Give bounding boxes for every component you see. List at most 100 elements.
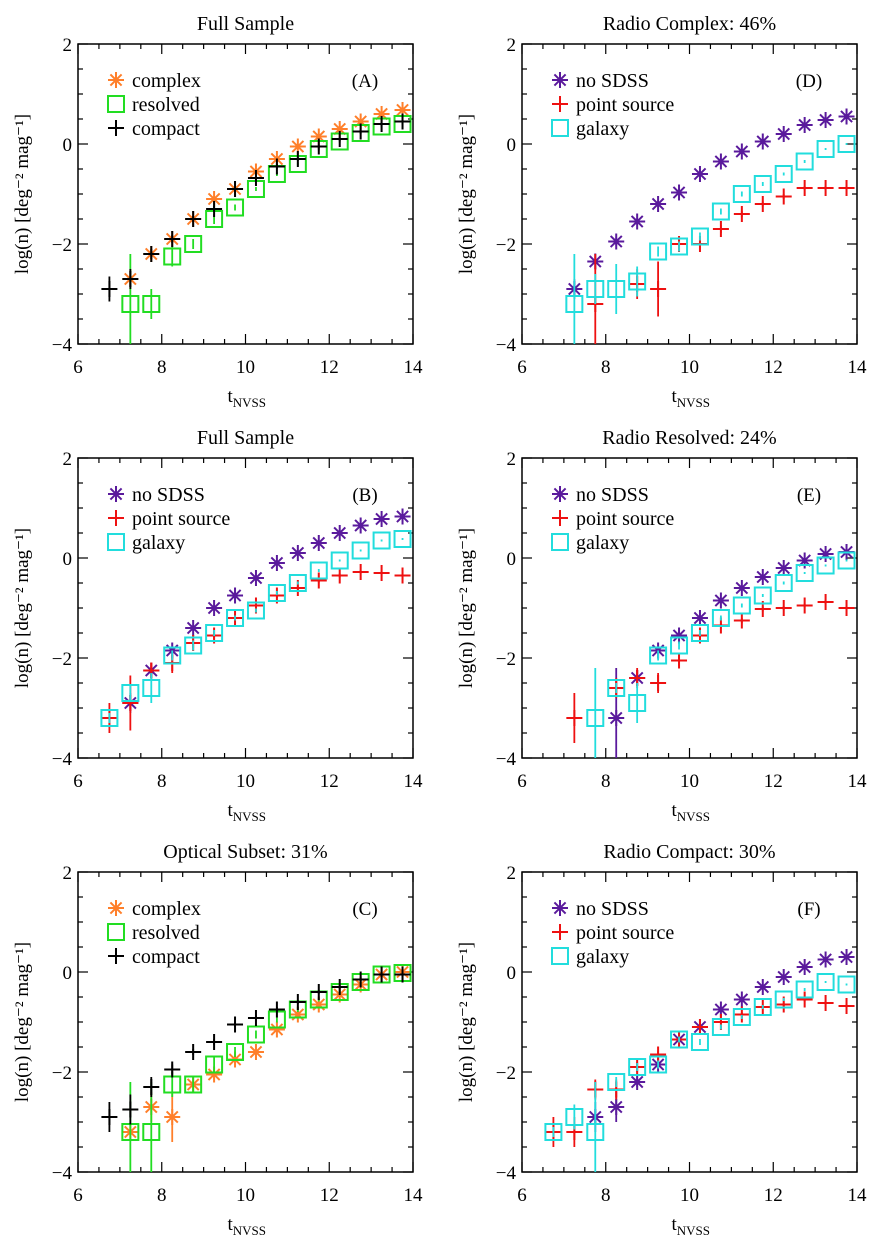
data-point [268, 158, 285, 175]
data-point [607, 679, 626, 697]
data-point [817, 112, 834, 128]
data-point [650, 675, 667, 691]
data-point [670, 237, 689, 256]
data-point [817, 180, 834, 196]
data-point [753, 998, 772, 1016]
data-point [607, 1073, 626, 1091]
data-point [184, 636, 203, 655]
data-point [394, 966, 411, 983]
data-point [393, 530, 412, 548]
x-axis-label-main: t [228, 800, 234, 821]
y-tick-label: −2 [496, 649, 516, 670]
data-layer [544, 949, 856, 1172]
data-point [310, 572, 327, 589]
x-tick-label: 6 [73, 357, 83, 378]
panel-label: (F) [797, 899, 820, 920]
data-point [586, 280, 605, 298]
series-no-sdss [608, 544, 855, 758]
data-point [373, 106, 390, 122]
data-point [227, 587, 244, 604]
x-tick-label: 14 [848, 771, 868, 792]
data-point [309, 561, 328, 580]
data-point [206, 201, 223, 217]
data-point [372, 531, 391, 550]
data-point [268, 555, 285, 571]
x-axis-label-main: t [228, 1214, 234, 1235]
x-axis-label: tNVSS [228, 386, 267, 410]
data-point [774, 165, 793, 183]
data-point [816, 556, 835, 575]
legend-label: galaxy [132, 532, 185, 554]
data-point [206, 1066, 223, 1083]
panel-a: Full Sample 6 8 10 12 14 −4 −2 0 2 tNVSS log(n) [de… [12, 13, 423, 410]
legend-marker [107, 95, 125, 113]
panel-label: (B) [352, 485, 377, 506]
data-point [712, 221, 729, 237]
data-point [268, 1021, 285, 1038]
data-point [352, 971, 369, 988]
data-point [184, 235, 203, 253]
y-tick-label: −4 [52, 335, 73, 356]
data-point [690, 227, 709, 246]
x-axis-label-main: t [672, 800, 678, 821]
data-point [352, 113, 369, 130]
data-point [649, 242, 668, 261]
data-point [837, 135, 856, 153]
x-tick-label: 6 [73, 771, 83, 792]
y-tick-label: −2 [496, 1063, 516, 1084]
x-tick-label: 10 [236, 1185, 255, 1206]
data-point [101, 281, 118, 297]
data-layer [566, 544, 856, 758]
data-point [227, 1016, 244, 1033]
data-point [331, 979, 348, 995]
data-point [247, 1044, 264, 1060]
data-point [650, 1046, 667, 1063]
data-point [733, 143, 750, 160]
data-point [712, 592, 729, 609]
y-tick-label: −2 [52, 235, 72, 256]
x-axis-label-subscript: NVSS [233, 1223, 266, 1238]
chart-title: Optical Subset: 31% [163, 841, 327, 863]
data-point [817, 546, 834, 562]
panel-e: Radio Resolved: 24% 6 8 10 12 14 −4 −2 0 2 tNVSS lo… [456, 427, 867, 824]
data-point [691, 166, 708, 182]
data-point [796, 991, 813, 1008]
data-point [671, 652, 688, 669]
data-point [586, 709, 605, 727]
data-point [733, 206, 750, 222]
data-point [142, 1123, 161, 1141]
data-point [628, 694, 647, 712]
y-tick-label: 2 [63, 863, 73, 884]
series-point-source [566, 594, 855, 743]
y-tick-label: −4 [52, 1163, 73, 1184]
data-point [712, 153, 729, 170]
data-point [164, 1109, 181, 1125]
x-tick-label: 6 [73, 1185, 83, 1206]
x-tick-label: 10 [236, 771, 255, 792]
legend-label: complex [132, 898, 201, 920]
y-tick-label: 2 [507, 449, 517, 470]
data-point [289, 138, 306, 155]
data-point [310, 128, 327, 145]
x-tick-label: 6 [517, 1185, 527, 1206]
series-point-source [101, 564, 411, 733]
data-point [121, 684, 140, 702]
y-axis-label: log(n) [deg⁻² mag⁻¹] [12, 528, 33, 688]
data-point [206, 1034, 223, 1050]
data-point [122, 1101, 139, 1118]
x-tick-label: 10 [680, 771, 699, 792]
y-tick-label: 0 [63, 135, 73, 156]
legend-label: no SDSS [576, 484, 649, 506]
x-axis-label: tNVSS [228, 1214, 267, 1238]
data-point [331, 131, 348, 147]
data-point [289, 545, 306, 561]
y-tick-label: 0 [63, 963, 73, 984]
y-axis-label: log(n) [deg⁻² mag⁻¹] [12, 114, 33, 274]
x-axis-label-subscript: NVSS [233, 809, 266, 824]
legend-marker [551, 947, 569, 965]
data-point [394, 102, 411, 118]
panel-label: (A) [352, 71, 378, 92]
data-point [838, 949, 855, 965]
legend-marker [108, 120, 124, 136]
series-galaxy [586, 551, 856, 758]
